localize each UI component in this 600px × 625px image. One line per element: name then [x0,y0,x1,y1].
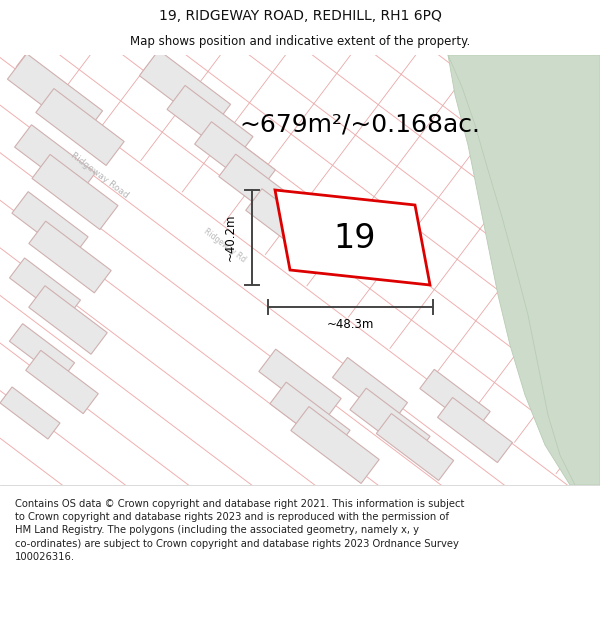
Text: ~679m²/~0.168ac.: ~679m²/~0.168ac. [239,113,481,137]
Text: Ridgeway Rd: Ridgeway Rd [202,226,248,264]
Polygon shape [448,55,600,485]
Text: Ridgeway Road: Ridgeway Road [70,151,131,199]
Polygon shape [7,54,103,136]
Polygon shape [270,382,350,452]
Polygon shape [246,189,324,258]
Polygon shape [420,369,490,431]
Polygon shape [219,154,301,226]
Polygon shape [259,349,341,421]
Polygon shape [14,125,95,195]
Text: 19: 19 [334,221,376,254]
Polygon shape [437,398,512,462]
Polygon shape [139,50,230,130]
Polygon shape [350,388,430,458]
Polygon shape [332,357,407,422]
Polygon shape [12,192,88,258]
Polygon shape [194,122,275,192]
Polygon shape [29,221,111,293]
Text: Contains OS data © Crown copyright and database right 2021. This information is : Contains OS data © Crown copyright and d… [15,499,464,562]
Polygon shape [291,406,379,484]
Polygon shape [36,89,124,166]
Polygon shape [376,414,454,481]
Polygon shape [448,55,600,485]
Text: Map shows position and indicative extent of the property.: Map shows position and indicative extent… [130,35,470,48]
Text: ~40.2m: ~40.2m [223,214,236,261]
Polygon shape [0,387,60,439]
Polygon shape [10,258,80,320]
Text: ~48.3m: ~48.3m [327,319,374,331]
Polygon shape [275,190,430,285]
Polygon shape [26,351,98,414]
Text: 19, RIDGEWAY ROAD, REDHILL, RH1 6PQ: 19, RIDGEWAY ROAD, REDHILL, RH1 6PQ [158,9,442,24]
Polygon shape [32,154,118,229]
Polygon shape [29,286,107,354]
Polygon shape [167,86,253,161]
Polygon shape [10,324,74,381]
